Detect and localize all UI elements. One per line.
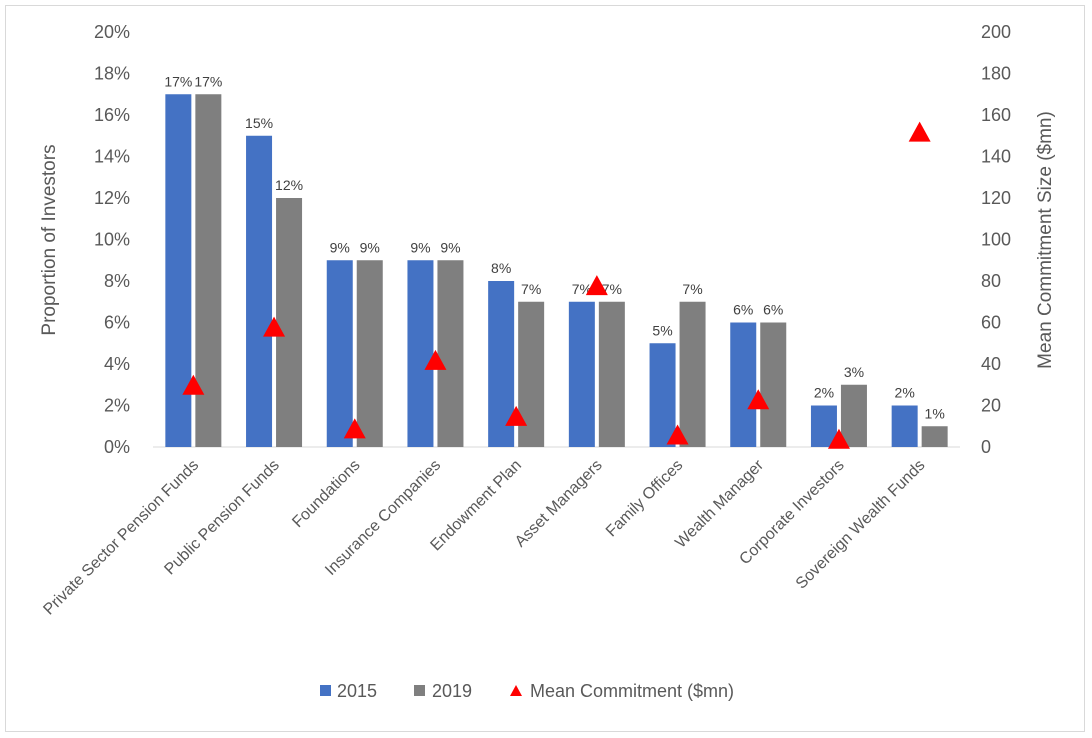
commitment-markers [182, 121, 931, 449]
mean-commitment-marker [343, 418, 366, 439]
left-axis-tick-label: 18% [94, 64, 130, 84]
left-axis-tick-label: 6% [104, 313, 130, 333]
category-label: Private Sector Pension Funds [40, 457, 202, 619]
legend-swatch-2019 [414, 685, 425, 696]
right-axis-tick-label: 80 [981, 271, 1001, 291]
data-label-2019: 17% [194, 73, 222, 89]
mean-commitment-marker [827, 428, 850, 449]
data-label-2015: 15% [245, 115, 273, 131]
right-axis-tick-label: 200 [981, 22, 1011, 42]
right-axis-tick-label: 140 [981, 147, 1011, 167]
data-label-2015: 17% [164, 73, 192, 89]
data-label-2015: 8% [491, 260, 511, 276]
data-label-2019: 7% [602, 281, 622, 297]
category-label: Foundations [289, 457, 363, 531]
legend-label-2019: 2019 [432, 681, 472, 701]
left-axis-tick-label: 4% [104, 354, 130, 374]
bar-2019 [679, 301, 706, 447]
category-label: Endowment Plan [427, 457, 525, 555]
right-axis-title: Mean Commitment Size ($mn) [1035, 111, 1056, 369]
mean-commitment-marker [908, 121, 931, 142]
data-label-2015: 2% [814, 385, 834, 401]
bar-2015 [891, 405, 918, 447]
left-axis-tick-label: 14% [94, 147, 130, 167]
bar-2015 [326, 260, 353, 447]
bar-2015 [568, 301, 595, 447]
left-axis-ticks: 0% 2% 4% 6% 8% 10% 12% 14% 16% 18% 20% [94, 22, 130, 457]
right-axis-tick-label: 20 [981, 396, 1001, 416]
right-axis-tick-label: 60 [981, 313, 1001, 333]
mean-commitment-marker [263, 316, 286, 337]
left-axis-tick-label: 16% [94, 105, 130, 125]
mean-commitment-marker [424, 349, 447, 370]
mean-commitment-marker [666, 424, 689, 445]
left-axis-tick-label: 12% [94, 188, 130, 208]
data-label-2019: 7% [521, 281, 541, 297]
bar-2015 [810, 405, 837, 447]
bar-2015 [407, 260, 434, 447]
data-label-2015: 2% [895, 385, 915, 401]
data-label-2015: 9% [410, 239, 430, 255]
right-axis-tick-label: 40 [981, 354, 1001, 374]
category-label: Family Offices [603, 457, 686, 540]
mean-commitment-marker [505, 405, 528, 426]
data-label-2015: 6% [733, 302, 753, 318]
data-label-2019: 1% [925, 405, 945, 421]
left-axis-tick-label: 0% [104, 437, 130, 457]
mean-commitment-marker [585, 275, 608, 296]
data-label-2019: 3% [844, 364, 864, 380]
data-label-2015: 5% [652, 322, 672, 338]
right-axis-tick-label: 120 [981, 188, 1011, 208]
right-axis-tick-label: 0 [981, 437, 991, 457]
category-label: Sovereign Wealth Funds [793, 457, 929, 593]
mean-commitment-marker [182, 374, 205, 395]
mean-commitment-marker [747, 389, 770, 410]
bar-2019 [840, 384, 867, 447]
chart-frame [5, 5, 1085, 732]
category-label: Wealth Manager [672, 456, 767, 551]
left-axis-tick-label: 8% [104, 271, 130, 291]
left-axis-tick-label: 20% [94, 22, 130, 42]
legend-swatch-2015 [320, 685, 331, 696]
data-label-2019: 9% [440, 239, 460, 255]
right-axis-tick-label: 160 [981, 105, 1011, 125]
data-label-2019: 9% [360, 239, 380, 255]
bar-2019 [921, 426, 948, 447]
data-labels: 17% 17% 15% 12% 9% 9% 9% 9% 8% 7% 7% 7% 5% 7% 6% 6% 2% 3%… [164, 73, 944, 421]
right-axis-tick-label: 100 [981, 230, 1011, 250]
data-label-2019: 7% [682, 281, 702, 297]
bar-2019 [356, 260, 383, 447]
data-label-2015: 9% [330, 239, 350, 255]
left-axis-tick-label: 10% [94, 230, 130, 250]
bar-2019 [760, 322, 787, 447]
bar-2015 [730, 322, 757, 447]
left-axis-title: Proportion of Investors [39, 144, 60, 335]
category-label: Asset Managers [512, 457, 606, 551]
bar-2019 [598, 301, 625, 447]
bar-2015 [649, 343, 676, 447]
left-axis-tick-label: 2% [104, 396, 130, 416]
bar-2015 [246, 135, 273, 447]
bar-2019 [437, 260, 464, 447]
data-label-2015: 7% [572, 281, 592, 297]
legend-label-mean-commitment: Mean Commitment ($mn) [530, 681, 734, 701]
legend-label-2015: 2015 [337, 681, 377, 701]
data-label-2019: 6% [763, 302, 783, 318]
data-label-2019: 12% [275, 177, 303, 193]
right-axis-ticks: 0 20 40 60 80 100 120 140 160 180 200 [981, 22, 1011, 457]
legend: 2015 2019 Mean Commitment ($mn) [320, 681, 734, 701]
bar-2019 [276, 198, 303, 447]
right-axis-tick-label: 180 [981, 64, 1011, 84]
legend-triangle-icon [510, 685, 522, 696]
